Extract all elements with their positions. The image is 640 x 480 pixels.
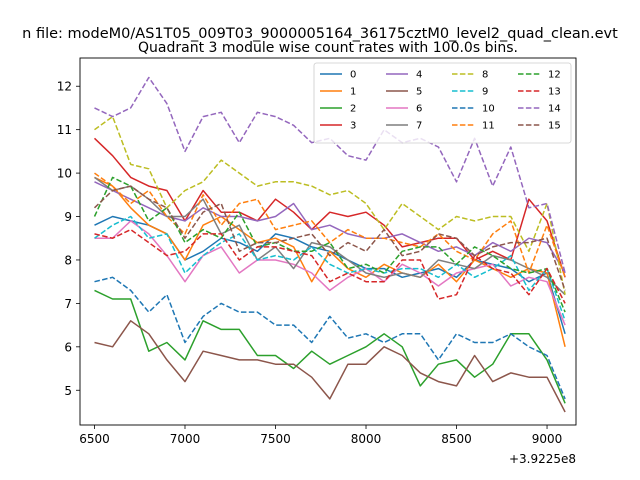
legend-label: 8 [482,70,488,81]
series-line-12 [93,176,566,313]
y-tick-label: 6 [64,340,72,354]
legend-label: 14 [548,104,561,115]
legend-label: 5 [416,87,422,98]
y-tick-label: 11 [57,123,72,137]
legend-label: 13 [548,87,561,98]
chart-title: Quadrant 3 module wise count rates with … [138,40,518,56]
x-axis: 6500 7000 7500 8000 8500 9000 [79,425,562,446]
x-tick-label: 7500 [260,432,291,446]
legend-label: 7 [416,121,422,132]
series-line-3 [93,137,566,278]
plot-frame [79,57,577,426]
legend-label: 1 [350,87,356,98]
y-tick-label: 8 [64,253,72,267]
legend-label: 12 [548,70,561,81]
legend-label: 4 [416,70,422,81]
legend-label: 6 [416,104,422,115]
legend-label: 10 [482,104,495,115]
y-axis: 5 6 7 8 9 10 11 12 [57,80,80,398]
series-line-6 [94,220,566,326]
legend-label: 2 [350,104,356,115]
legend-box [313,62,572,144]
y-tick-label: 12 [57,80,72,94]
x-tick-label: 8000 [351,432,382,446]
series-line-2 [94,289,566,404]
y-tick-label: 5 [64,384,72,398]
legend-label: 15 [548,121,561,132]
x-tick-label: 7000 [170,432,201,446]
y-tick-label: 7 [64,297,72,311]
legend-label: 0 [350,70,356,81]
legend-label: 3 [350,121,356,132]
series-line-5 [94,320,566,413]
series-line-8 [94,115,566,295]
y-tick-label: 9 [64,210,72,224]
y-tick-label: 10 [57,167,72,181]
legend-label: 9 [482,87,488,98]
series-line-11 [94,172,566,278]
x-axis-offset-label: +3.9225e8 [509,452,576,466]
series-line-13 [94,228,566,304]
series-line-9 [94,215,566,322]
x-tick-label: 9000 [532,432,563,446]
series-line-15 [93,185,566,291]
x-tick-label: 8500 [441,432,472,446]
series-line-10 [94,276,566,400]
series-layer [93,76,566,413]
legend-label: 11 [482,121,495,132]
figure-suptitle: n file: modeM0/AS1T05_009T03_9000005164_… [22,26,618,42]
x-tick-label: 6500 [79,432,110,446]
